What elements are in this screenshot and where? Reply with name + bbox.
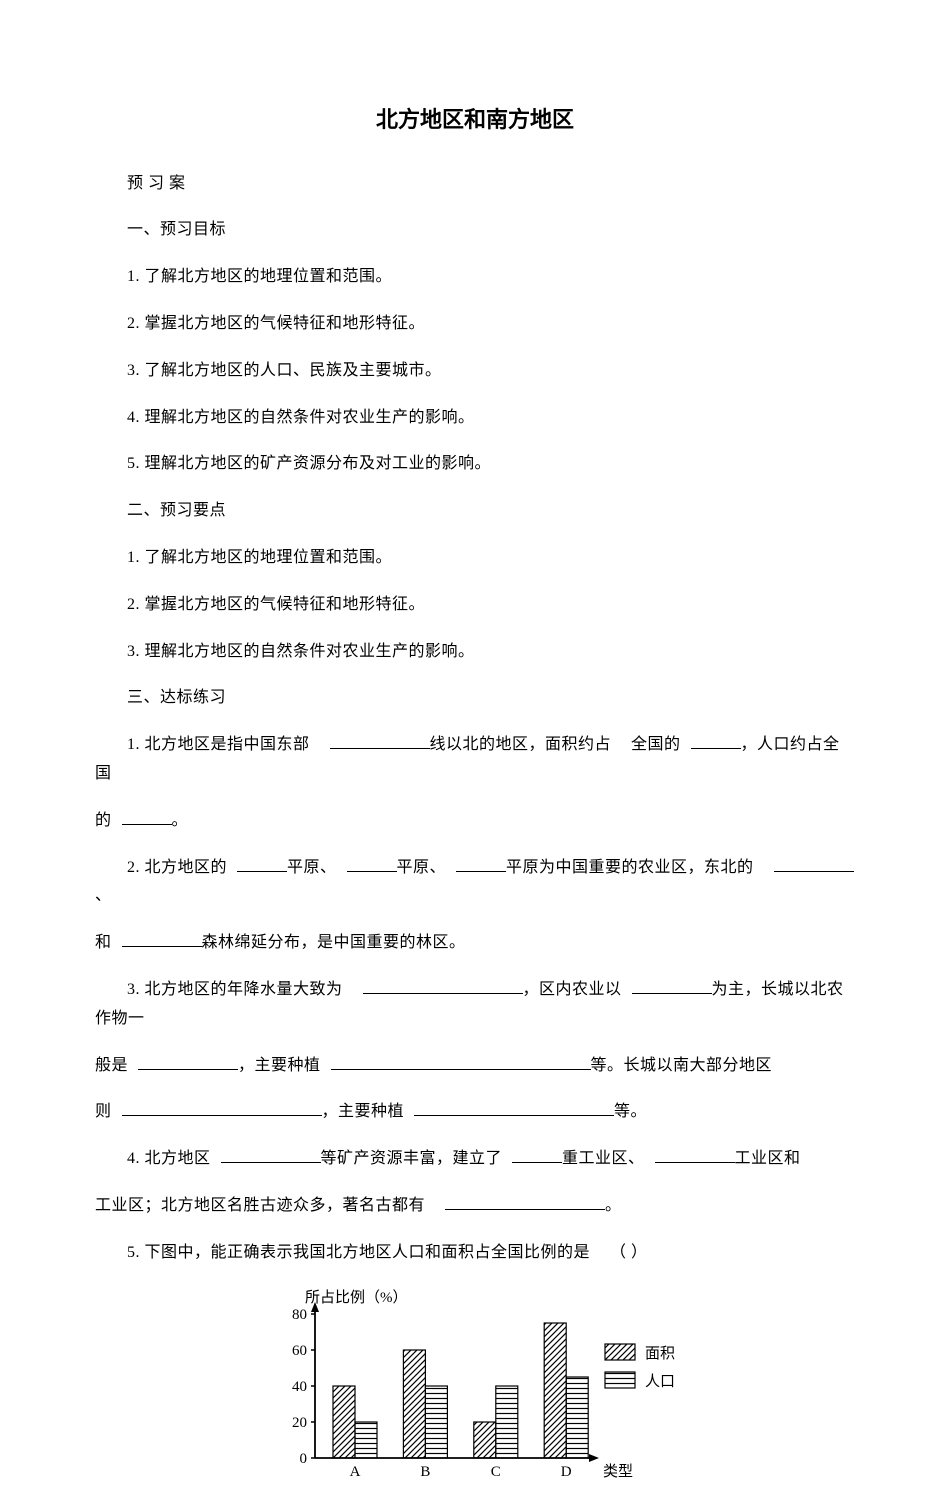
q5-paren: （ ） (610, 1244, 648, 1261)
chart-container: 所占比例（%）020406080ABCD类型面积人口 (95, 1286, 855, 1486)
q3-text-g: 则 (95, 1103, 112, 1120)
heading-objectives: 一、预习目标 (95, 216, 855, 245)
blank[interactable] (512, 1147, 562, 1163)
svg-text:D: D (561, 1464, 572, 1480)
q2-text-d: 平原为中国重要的农业区，东北的 (506, 859, 754, 876)
q4-text-e: 工业区；北方地区名胜古迹众多，著名古都有 (95, 1197, 425, 1214)
svg-text:0: 0 (300, 1451, 308, 1467)
q3-text-f: 等。长城以南大部分地区 (591, 1057, 773, 1074)
question-1-cont: 的。 (95, 807, 855, 836)
svg-text:面积: 面积 (645, 1345, 675, 1362)
blank[interactable] (330, 733, 430, 749)
question-3-cont2: 则 ，主要种植 等。 (95, 1098, 855, 1127)
q4-text-d: 工业区和 (735, 1150, 801, 1167)
blank[interactable] (122, 809, 172, 825)
q1-text-c: 全国的 (631, 736, 681, 753)
blank[interactable] (122, 931, 202, 947)
q2-text-e: 、 (95, 887, 112, 904)
objective-1: 1. 了解北方地区的地理位置和范围。 (95, 263, 855, 292)
blank[interactable] (691, 733, 741, 749)
bar-chart: 所占比例（%）020406080ABCD类型面积人口 (265, 1286, 685, 1486)
question-4: 4. 北方地区 等矿产资源丰富，建立了 重工业区、 工业区和 (95, 1145, 855, 1174)
heading-points: 二、预习要点 (95, 497, 855, 526)
q1-text-f: 。 (172, 812, 189, 829)
objective-5: 5. 理解北方地区的矿产资源分布及对工业的影响。 (95, 450, 855, 479)
q2-text-b: 平原、 (287, 859, 337, 876)
blank[interactable] (122, 1100, 322, 1116)
blank[interactable] (331, 1054, 591, 1070)
q1-text-b: 线以北的地区，面积约占 (430, 736, 612, 753)
q4-text-a: 4. 北方地区 (127, 1150, 211, 1167)
blank[interactable] (456, 856, 506, 872)
blank[interactable] (347, 856, 397, 872)
q1-text-e: 的 (95, 812, 112, 829)
q3-text-h: ，主要种植 (322, 1103, 405, 1120)
q3-text-i: 等。 (614, 1103, 647, 1120)
blank[interactable] (655, 1147, 735, 1163)
q2-text-f: 和 (95, 934, 112, 951)
q2-text-a: 2. 北方地区的 (127, 859, 227, 876)
q2-text-c: 平原、 (397, 859, 447, 876)
svg-text:40: 40 (292, 1379, 307, 1395)
point-3: 3. 理解北方地区的自然条件对农业生产的影响。 (95, 638, 855, 667)
svg-text:C: C (491, 1464, 501, 1480)
blank[interactable] (363, 978, 523, 994)
q4-text-b: 等矿产资源丰富，建立了 (321, 1150, 503, 1167)
blank[interactable] (414, 1100, 614, 1116)
q4-text-c: 重工业区、 (562, 1150, 645, 1167)
svg-text:20: 20 (292, 1415, 307, 1431)
q3-text-b: ，区内农业以 (523, 981, 622, 998)
blank[interactable] (774, 856, 854, 872)
blank[interactable] (138, 1054, 238, 1070)
point-1: 1. 了解北方地区的地理位置和范围。 (95, 544, 855, 573)
question-3-cont1: 般是 ，主要种植 等。长城以南大部分地区 (95, 1052, 855, 1081)
question-2-cont: 和 森林绵延分布，是中国重要的林区。 (95, 929, 855, 958)
objective-4: 4. 理解北方地区的自然条件对农业生产的影响。 (95, 404, 855, 433)
svg-text:类型: 类型 (603, 1463, 633, 1480)
svg-text:人口: 人口 (645, 1373, 675, 1390)
q2-text-g: 森林绵延分布，是中国重要的林区。 (202, 934, 466, 951)
heading-practice: 三、达标练习 (95, 684, 855, 713)
point-2: 2. 掌握北方地区的气候特征和地形特征。 (95, 591, 855, 620)
question-1: 1. 北方地区是指中国东部线以北的地区，面积约占全国的，人口约占全国 (95, 731, 855, 789)
svg-text:所占比例（%）: 所占比例（%） (305, 1289, 408, 1306)
q3-text-d: 般是 (95, 1057, 128, 1074)
objective-3: 3. 了解北方地区的人口、民族及主要城市。 (95, 357, 855, 386)
question-2: 2. 北方地区的 平原、 平原、 平原为中国重要的农业区，东北的、 (95, 854, 855, 912)
question-4-cont: 工业区；北方地区名胜古迹众多，著名古都有 。 (95, 1192, 855, 1221)
question-3: 3. 北方地区的年降水量大致为，区内农业以为主，长城以北农作物一 (95, 976, 855, 1034)
q3-text-e: ，主要种植 (238, 1057, 321, 1074)
page-title: 北方地区和南方地区 (95, 100, 855, 140)
section-label: 预 习 案 (95, 170, 855, 199)
blank[interactable] (237, 856, 287, 872)
q3-text-a: 3. 北方地区的年降水量大致为 (127, 981, 343, 998)
blank[interactable] (632, 978, 712, 994)
svg-text:A: A (350, 1464, 361, 1480)
blank[interactable] (445, 1194, 605, 1210)
q1-text-a: 1. 北方地区是指中国东部 (127, 736, 310, 753)
question-5: 5. 下图中，能正确表示我国北方地区人口和面积占全国比例的是 （ ） (95, 1239, 855, 1268)
svg-text:80: 80 (292, 1307, 307, 1323)
blank[interactable] (221, 1147, 321, 1163)
svg-text:B: B (420, 1464, 430, 1480)
objective-2: 2. 掌握北方地区的气候特征和地形特征。 (95, 310, 855, 339)
q4-text-f: 。 (605, 1197, 622, 1214)
q5-text: 5. 下图中，能正确表示我国北方地区人口和面积占全国比例的是 (127, 1244, 590, 1261)
